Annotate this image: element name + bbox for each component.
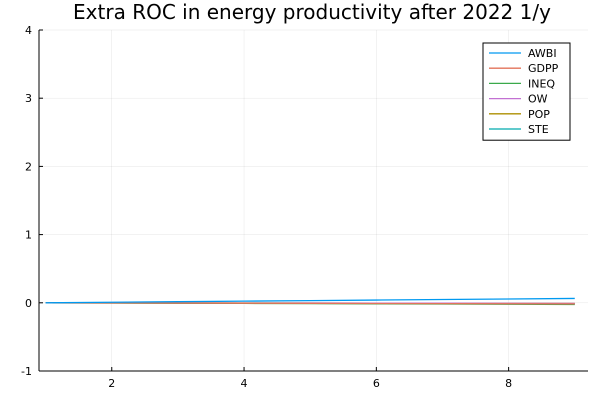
x-tick-label: 4	[241, 377, 248, 390]
legend-label: GDPP	[528, 62, 559, 75]
chart-title: Extra ROC in energy productivity after 2…	[73, 0, 551, 24]
legend-label: POP	[528, 108, 550, 121]
y-tick-label: 0	[25, 297, 32, 310]
legend-label: OW	[528, 93, 548, 106]
legend-box	[482, 42, 571, 141]
series-lines	[45, 297, 575, 306]
x-tick-label: 2	[108, 377, 115, 390]
y-tick-label: 4	[25, 24, 32, 37]
series-line-awbi	[45, 297, 575, 304]
legend-label: INEQ	[528, 77, 555, 90]
legend: AWBI GDPP INEQ OW POP STE	[482, 42, 571, 141]
y-tick-label: -1	[21, 365, 32, 378]
y-tick-label: 1	[25, 229, 32, 242]
y-tick-label: 2	[25, 160, 32, 173]
legend-label: STE	[528, 123, 549, 136]
x-tick-label: 6	[373, 377, 380, 390]
series-line-gdpp	[45, 302, 575, 305]
y-tick-label: 3	[25, 92, 32, 105]
legend-label: AWBI	[528, 47, 557, 60]
axes: 2 4 6 8 -1 0 1 2 3 4	[21, 24, 588, 390]
x-tick-label: 8	[505, 377, 512, 390]
